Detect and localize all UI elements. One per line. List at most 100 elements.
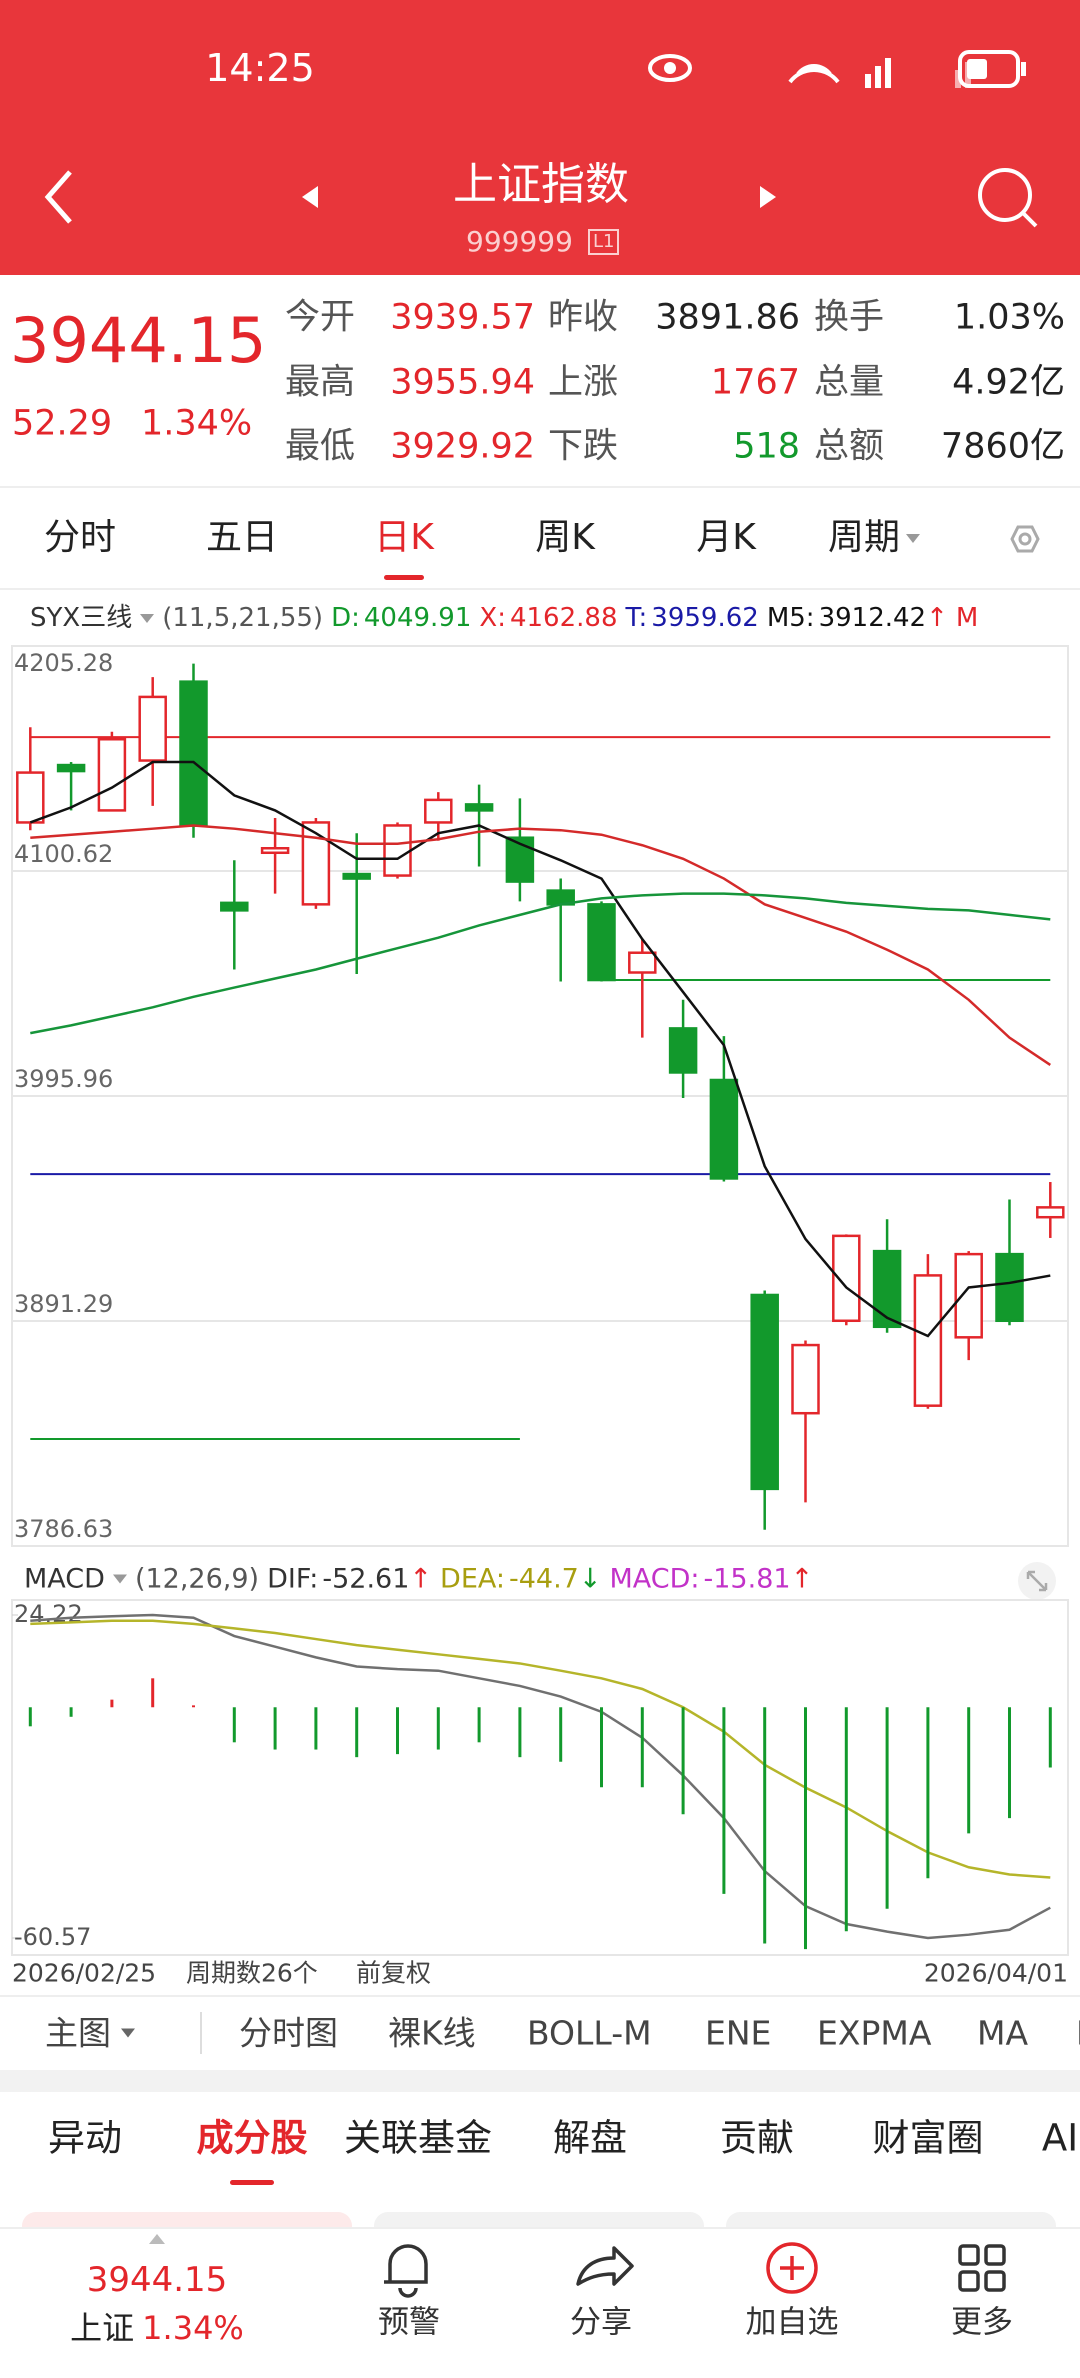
- candle-body: [56, 763, 86, 773]
- indicator-tab[interactable]: 分时图: [239, 2013, 338, 2053]
- section-tab[interactable]: 解盘: [553, 2116, 627, 2160]
- stat-label: 上涨: [548, 362, 619, 403]
- stat-value: 7860亿: [940, 426, 1065, 467]
- main-chart-select[interactable]: 主图: [45, 2017, 135, 2050]
- nav-index-name: 上证: [70, 2309, 135, 2347]
- candle-body: [872, 1249, 902, 1329]
- period-tab[interactable]: 月K: [696, 520, 756, 556]
- search-button[interactable]: [978, 168, 1032, 222]
- indicator-tab[interactable]: ENE: [705, 2013, 772, 2053]
- stat-label: 下跌: [548, 426, 619, 467]
- x-tick-label: 2026/02/25: [12, 1958, 157, 1988]
- quote-change: 52.29: [12, 403, 113, 444]
- nav-index-pct: 1.34%: [142, 2309, 244, 2347]
- nav-item[interactable]: 分享: [570, 2304, 632, 2341]
- y-tick-label: 24.22: [14, 1600, 83, 1628]
- quote-price: 3944.15: [10, 304, 267, 377]
- period-tab[interactable]: 周K: [535, 520, 595, 556]
- nav-item[interactable]: 加自选: [745, 2304, 839, 2341]
- candle-body: [179, 680, 208, 827]
- stat-value: 518: [733, 426, 800, 467]
- stat-label: 总额: [814, 426, 885, 467]
- indicator-params: (12,26,9): [134, 1563, 260, 1595]
- trend-arrow: ↑: [790, 1563, 814, 1595]
- candle-body: [505, 836, 535, 883]
- indicator-tab[interactable]: 裸K线: [388, 2013, 476, 2053]
- indicator-legend: SYX三线 (11,5,21,55) D: 4049.91 X: 4162.88 T: 395…: [30, 605, 978, 631]
- nav-index[interactable]: 上证 1.34%: [70, 2312, 244, 2344]
- ma-line: [29, 760, 1051, 1338]
- gray-band: [0, 2070, 1080, 2092]
- stat-value: 1.03%: [953, 297, 1065, 338]
- stat-value: 3929.92: [390, 426, 535, 467]
- macd-legend: MACD (12,26,9) DIF: -52.61 ↑ DEA: -44.7 ↓ MACD: -…: [24, 1566, 813, 1593]
- nav-price[interactable]: 3944.15: [86, 2260, 228, 2300]
- indicator-tab[interactable]: EXPMA: [817, 2013, 932, 2053]
- nav-icons: [384, 2242, 1006, 2298]
- period-tab[interactable]: 分时: [44, 520, 116, 556]
- candle-body: [995, 1252, 1024, 1323]
- candle-body: [97, 738, 127, 812]
- candle-body: [587, 903, 616, 982]
- candle-body: [16, 771, 45, 824]
- adjust-mode: 前复权: [356, 1958, 432, 1988]
- y-tick-label: -60.57: [14, 1923, 91, 1951]
- section-tab[interactable]: AI: [1041, 2116, 1079, 2160]
- macd-legend-item: MACD: -15.81 ↑: [609, 1566, 813, 1593]
- back-button[interactable]: [44, 170, 72, 224]
- candle-body: [750, 1293, 779, 1491]
- candle-body: [220, 901, 249, 912]
- indicator-tab[interactable]: BOLL-M: [527, 2013, 652, 2053]
- ma-label: M5:: [766, 603, 815, 633]
- header-title: 上证指数: [453, 159, 629, 210]
- series-value: -52.61: [322, 1563, 410, 1595]
- indicator-tab[interactable]: I: [1076, 2017, 1080, 2050]
- header-background: [0, 0, 1080, 275]
- indicator-tab[interactable]: MA: [977, 2013, 1029, 2053]
- candle-body: [260, 847, 290, 855]
- trend-arrow: ↑: [409, 1563, 433, 1595]
- candle-body: [913, 1274, 943, 1407]
- next-button[interactable]: [760, 186, 776, 208]
- header-icons[interactable]: [0, 150, 1080, 250]
- period-tab-label: 周期: [827, 517, 901, 558]
- stat-label: 最高: [285, 362, 356, 403]
- nav-item[interactable]: 预警: [378, 2304, 440, 2341]
- section-tab[interactable]: 财富圈: [872, 2116, 984, 2160]
- x-tick-label: 2026/04/01: [923, 1958, 1068, 1988]
- status-time: 14:25: [205, 46, 315, 90]
- indicator-value: 4162.88: [509, 603, 618, 633]
- section-tab[interactable]: 关联基金: [344, 2116, 492, 2160]
- prev-button[interactable]: [302, 186, 318, 208]
- quote-change-pct: 1.34%: [141, 403, 253, 444]
- candle-body: [424, 798, 453, 824]
- candle-body: [832, 1234, 861, 1323]
- candle-body: [954, 1252, 983, 1339]
- trend-arrow: ↑: [926, 603, 948, 633]
- tab-underline: [384, 575, 424, 580]
- bottom-nav: [0, 2227, 1080, 2378]
- macd-line: [30, 1619, 1051, 1879]
- period-tab[interactable]: 日K: [374, 520, 434, 556]
- divider: [0, 588, 1080, 590]
- indicator-name[interactable]: SYX三线: [30, 603, 133, 633]
- period-tab[interactable]: 五日: [206, 520, 278, 556]
- expand-icon[interactable]: [1016, 1560, 1058, 1602]
- section-tab[interactable]: 贡献: [720, 2116, 794, 2160]
- ma-line: [30, 824, 1051, 1066]
- nav-item[interactable]: 更多: [951, 2304, 1013, 2341]
- stat-value: 3891.86: [655, 297, 800, 338]
- series-label: DEA:: [440, 1563, 505, 1595]
- candle-body: [464, 803, 494, 812]
- section-tab[interactable]: 异动: [48, 2116, 122, 2160]
- stat-label: 今开: [285, 297, 356, 338]
- y-tick-label: 3786.63: [14, 1515, 113, 1543]
- indicator-name[interactable]: MACD: [24, 1563, 105, 1595]
- period-tab[interactable]: 周期: [827, 517, 921, 558]
- section-tab[interactable]: 成分股: [196, 2116, 308, 2160]
- y-tick-label: 3995.96: [14, 1065, 113, 1093]
- tab-underline: [230, 2180, 274, 2185]
- dropdown-arrow: [121, 2028, 135, 2038]
- settings-icon[interactable]: [1000, 514, 1050, 564]
- candle-body: [342, 872, 371, 880]
